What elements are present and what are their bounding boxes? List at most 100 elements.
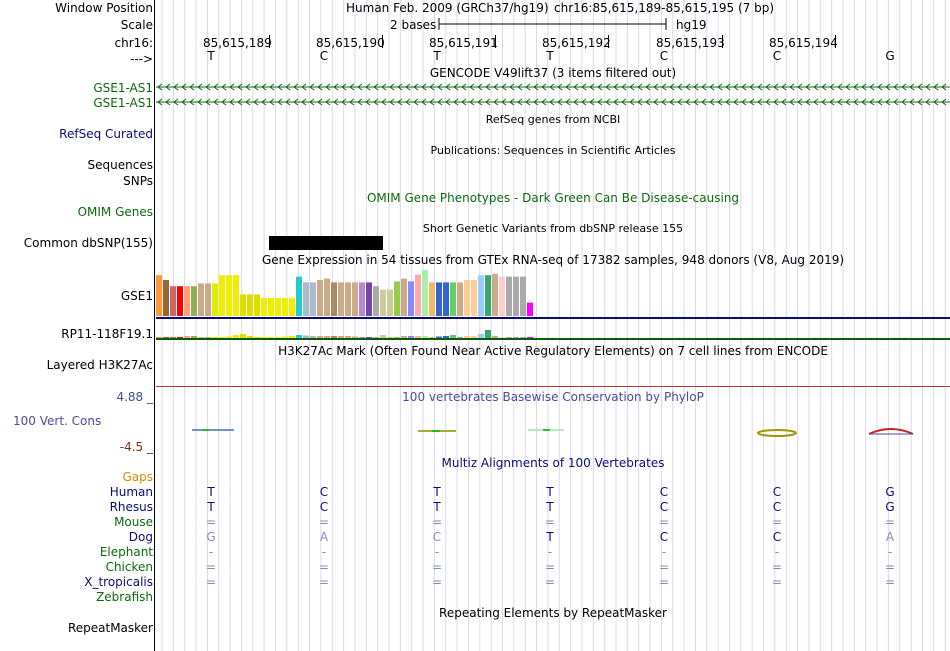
strand-arrow — [813, 83, 819, 91]
strand-arrow — [205, 83, 211, 91]
alignment-base: T — [546, 530, 554, 544]
species-label[interactable]: Zebrafish — [96, 590, 153, 604]
species-label[interactable]: Rhesus — [109, 500, 153, 514]
strand-arrow — [925, 83, 931, 91]
gtex-rp11-bar — [282, 336, 288, 338]
scale-label: Scale — [120, 18, 153, 32]
gtex-rp11-chart[interactable] — [156, 326, 950, 342]
strand-arrow — [277, 98, 283, 106]
gtex-rp11-bar — [310, 336, 316, 338]
gtex-rp11-bar — [324, 336, 330, 338]
strand-arrow — [205, 98, 211, 106]
alignment-base: - — [208, 545, 214, 559]
species-label[interactable]: Elephant — [99, 545, 153, 559]
track-label-snps[interactable]: SNPs — [123, 174, 153, 188]
strand-arrow — [661, 83, 667, 91]
strand-arrow — [805, 98, 811, 106]
gtex-rp11-bar — [261, 337, 267, 338]
strand-arrow — [189, 83, 195, 91]
species-label[interactable]: Dog — [128, 530, 153, 544]
strand-arrow — [717, 98, 723, 106]
gtex-rp11-bar — [527, 337, 533, 338]
alignment-base: = — [431, 515, 443, 529]
gtex-rp11-bar — [177, 337, 183, 338]
strand-arrow — [229, 98, 235, 106]
strand-arrow — [885, 83, 891, 91]
strand-arrow — [325, 83, 331, 91]
track-label-gaps[interactable]: Gaps — [122, 470, 153, 484]
strand-arrow — [749, 83, 755, 91]
alignment-base: - — [547, 545, 553, 559]
strand-arrow — [781, 98, 787, 106]
gtex-gse1-bar — [163, 280, 169, 316]
alignment-base: - — [774, 545, 780, 559]
strand-arrow — [885, 98, 891, 106]
strand-arrow — [821, 98, 827, 106]
alignment-base: = — [658, 575, 670, 589]
gtex-gse1-bar — [408, 281, 414, 316]
strand-arrow — [445, 98, 451, 106]
gtex-rp11-bar — [471, 336, 477, 338]
track-label-cons[interactable]: 100 Vert. Cons — [13, 414, 102, 428]
strand-arrow — [373, 83, 379, 91]
species-label[interactable]: Chicken — [105, 560, 153, 574]
strand-arrow — [493, 98, 499, 106]
track-label-gse1-as1-a[interactable]: GSE1-AS1 — [93, 81, 153, 95]
species-label[interactable]: X_tropicalis — [84, 575, 153, 589]
strand-arrow — [253, 98, 259, 106]
strand-arrow — [365, 83, 371, 91]
strand-arrow — [221, 98, 227, 106]
alignment-base: = — [205, 560, 217, 574]
track-label-sequences[interactable]: Sequences — [87, 158, 153, 172]
gse1-gene-line — [156, 317, 950, 319]
ruler-tick — [608, 35, 609, 48]
strand-arrow — [285, 98, 291, 106]
strand-arrow — [917, 98, 923, 106]
track-label-gse1-as1-b[interactable]: GSE1-AS1 — [93, 96, 153, 110]
gtex-rp11-bar — [198, 337, 204, 338]
track-label-gse1[interactable]: GSE1 — [120, 289, 153, 303]
strand-arrow — [597, 83, 603, 91]
species-label[interactable]: Mouse — [114, 515, 153, 529]
strand-arrow — [757, 98, 763, 106]
strand-arrow — [173, 98, 179, 106]
gtex-rp11-bar — [464, 336, 470, 338]
gtex-gse1-bar — [429, 282, 435, 316]
gtex-rp11-bar — [338, 336, 344, 338]
track-label-omim[interactable]: OMIM Genes — [77, 205, 153, 219]
strand-arrow — [317, 98, 323, 106]
alignment-base: = — [318, 560, 330, 574]
track-label-rp11[interactable]: RP11-118F19.1 — [61, 327, 153, 341]
position-text: chr16:85,615,189-85,615,195 (7 bp) — [554, 1, 775, 15]
multiz-title: Multiz Alignments of 100 Vertebrates — [441, 456, 665, 470]
ruler-coordinate: 85,615,193 — [656, 36, 725, 50]
ruler-base: G — [885, 49, 895, 63]
h3k27ac-signal-line — [156, 386, 950, 387]
track-label-dbsnp[interactable]: Common dbSNP(155) — [23, 236, 153, 250]
strand-arrow — [757, 83, 763, 91]
species-label[interactable]: Human — [109, 485, 153, 499]
alignment-base: T — [207, 485, 215, 499]
h3k27ac-title: H3K27Ac Mark (Often Found Near Active Re… — [278, 344, 828, 358]
strand-arrow — [509, 98, 515, 106]
strand-arrow — [901, 98, 907, 106]
strand-arrow — [245, 98, 251, 106]
track-label-refseq[interactable]: RefSeq Curated — [59, 127, 153, 141]
phylop-signal[interactable] — [156, 422, 950, 440]
strand-arrow — [613, 98, 619, 106]
omim-title: OMIM Gene Phenotypes - Dark Green Can Be… — [366, 191, 740, 205]
gtex-gse1-chart[interactable] — [156, 268, 950, 320]
alignment-base: G — [206, 530, 216, 544]
strand-arrow — [845, 98, 851, 106]
dbsnp-variant[interactable] — [269, 236, 383, 250]
strand-arrow — [677, 83, 683, 91]
strand-arrow — [837, 83, 843, 91]
gtex-gse1-bar — [219, 275, 225, 316]
gencode-gene-lines[interactable] — [156, 82, 950, 110]
track-label-repeatmasker[interactable]: RepeatMasker — [67, 621, 153, 635]
track-label-h3k27ac[interactable]: Layered H3K27Ac — [46, 358, 153, 372]
strand-arrow — [293, 98, 299, 106]
strand-arrow — [661, 98, 667, 106]
strand-arrow — [565, 83, 571, 91]
gtex-rp11-bar — [163, 337, 169, 338]
